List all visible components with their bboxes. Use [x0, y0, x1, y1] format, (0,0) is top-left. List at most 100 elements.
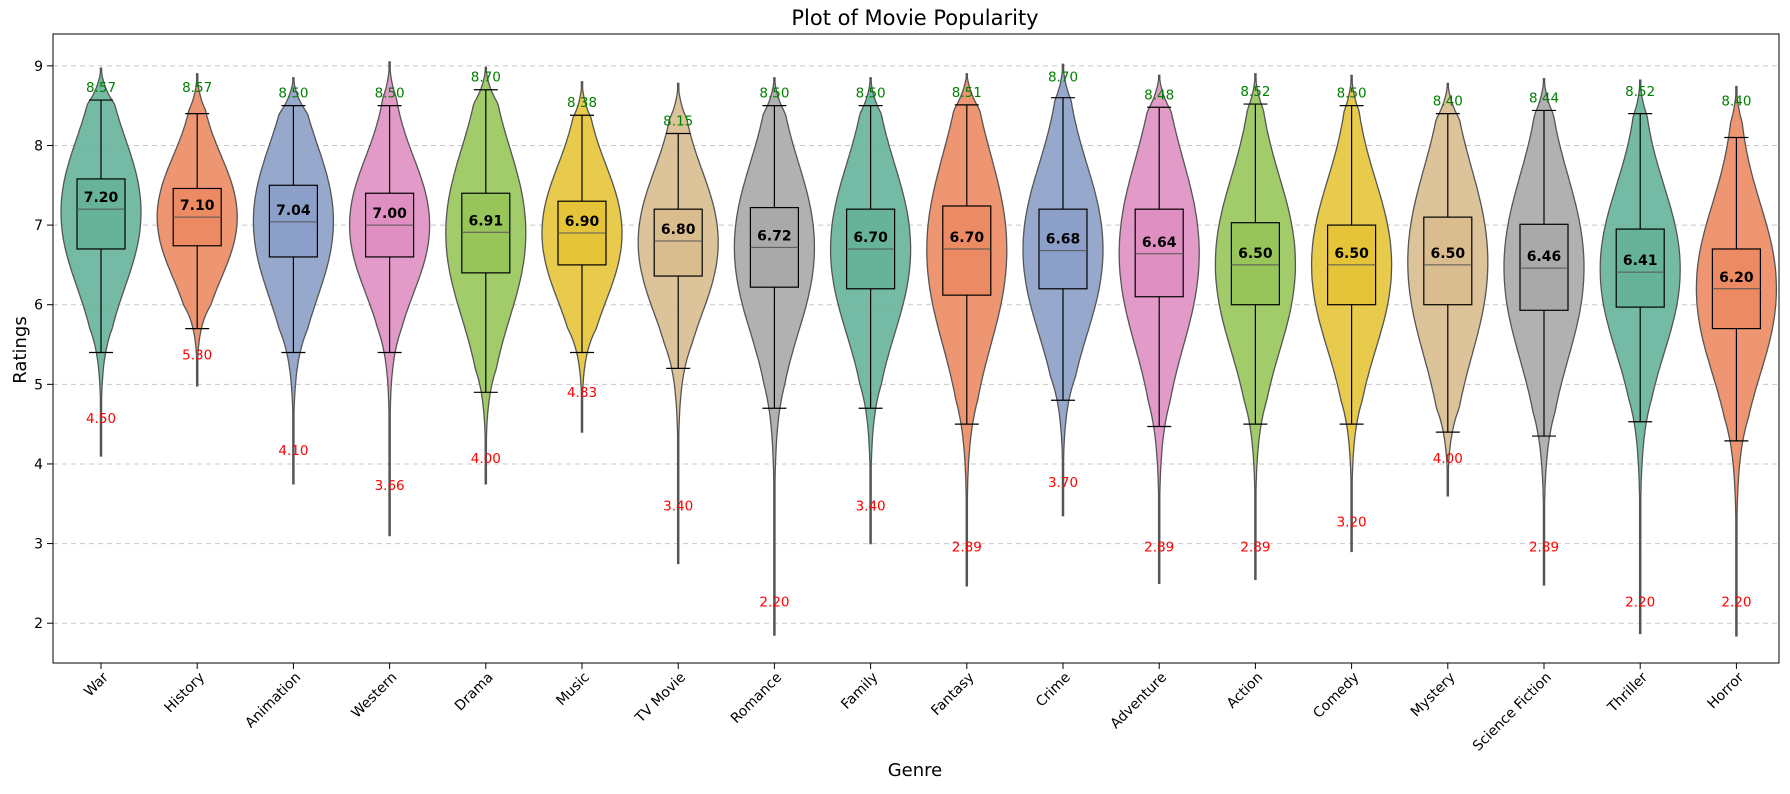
min-label: 2.89 [1144, 539, 1174, 555]
median-label: 7.04 [276, 203, 311, 219]
x-axis-label: Genre [888, 760, 943, 781]
min-label: 4.00 [471, 451, 501, 467]
min-label: 2.89 [1240, 539, 1270, 555]
x-tick-label: Mystery [1408, 670, 1459, 721]
min-label: 2.89 [1529, 539, 1559, 555]
x-tick-label: Thriller [1604, 669, 1651, 716]
min-label: 2.20 [1625, 594, 1655, 610]
max-label: 8.40 [1433, 94, 1463, 110]
box-drama [461, 192, 511, 274]
box-adventure [1134, 208, 1184, 298]
median-label: 6.50 [1431, 246, 1466, 262]
max-label: 8.57 [182, 80, 212, 96]
median-label: 7.20 [84, 190, 119, 206]
max-label: 8.57 [86, 80, 116, 96]
y-tick-label: 8 [34, 138, 43, 154]
x-tick-label: Fantasy [928, 670, 977, 719]
min-label: 3.66 [375, 478, 405, 494]
plot-frame [52, 33, 1780, 664]
max-label: 8.40 [1721, 94, 1751, 110]
min-label: 5.30 [182, 347, 212, 363]
max-label: 8.50 [856, 86, 886, 102]
x-tick-label: Romance [728, 670, 785, 727]
max-label: 8.52 [1240, 84, 1270, 100]
max-label: 8.50 [1337, 86, 1367, 102]
min-label: 3.40 [856, 499, 886, 515]
x-tick-label: Music [553, 670, 592, 709]
violins [60, 61, 1778, 637]
y-tick-label: 4 [34, 457, 43, 473]
median-label: 6.80 [661, 222, 696, 238]
x-tick-label: Comedy [1310, 670, 1362, 722]
median-label: 6.90 [565, 214, 600, 230]
box-mystery [1423, 216, 1473, 306]
y-tick-label: 3 [34, 537, 43, 553]
x-tick-label: Science Fiction [1470, 670, 1555, 755]
max-label: 8.38 [567, 95, 597, 111]
median-label: 6.70 [950, 230, 985, 246]
median-label: 6.68 [1046, 232, 1081, 248]
min-label: 2.20 [1721, 594, 1751, 610]
box-crime [1038, 208, 1088, 290]
box-fantasy [942, 205, 992, 296]
min-label: 4.83 [567, 385, 597, 401]
median-label: 6.46 [1527, 249, 1562, 265]
median-label: 6.91 [469, 213, 504, 229]
value-labels: 7.20 8.57 4.50 7.10 8.57 5.30 7.04 8.50 4.10 7.00… [84, 70, 1754, 611]
max-label: 8.50 [375, 86, 405, 102]
x-tick-label: TV Movie [632, 670, 689, 727]
x-tick-label: Family [838, 670, 881, 713]
y-tick-label: 9 [34, 59, 43, 75]
y-axis-label: Ratings [10, 316, 31, 383]
chart-title: Plot of Movie Popularity [791, 6, 1038, 30]
max-label: 8.51 [952, 85, 982, 101]
median-label: 6.70 [853, 230, 888, 246]
x-tick-label: Drama [452, 670, 497, 715]
y-tick-label: 6 [34, 298, 43, 314]
x-tick-label: Crime [1033, 670, 1074, 711]
max-label: 8.52 [1625, 84, 1655, 100]
x-tick-label: Western [349, 670, 401, 722]
median-label: 6.41 [1623, 253, 1658, 269]
min-label: 3.20 [1337, 515, 1367, 531]
min-label: 4.00 [1433, 451, 1463, 467]
box-animation [268, 184, 318, 258]
median-label: 7.00 [372, 206, 407, 222]
y-tick-label: 5 [34, 377, 43, 393]
x-tick-label: History [161, 670, 208, 717]
median-label: 6.50 [1238, 246, 1273, 262]
min-label: 2.20 [759, 594, 789, 610]
median-label: 7.10 [180, 198, 215, 214]
max-label: 8.50 [759, 86, 789, 102]
box-science-fiction [1519, 223, 1569, 311]
x-tick-label: Action [1224, 670, 1266, 712]
median-label: 6.20 [1719, 270, 1754, 286]
median-label: 6.72 [757, 228, 792, 244]
box-action [1230, 222, 1281, 306]
box-plots [76, 89, 1762, 442]
x-tick-label: Horror [1705, 669, 1748, 712]
min-label: 4.10 [278, 443, 308, 459]
x-tick-label: War [81, 669, 112, 700]
min-label: 3.70 [1048, 475, 1078, 491]
max-label: 8.48 [1144, 87, 1174, 103]
box-thriller [1615, 228, 1665, 308]
min-label: 3.40 [663, 499, 693, 515]
y-tick-label: 2 [34, 616, 43, 632]
box-war [76, 178, 126, 250]
max-label: 8.70 [471, 70, 501, 86]
x-tick-label: Adventure [1108, 670, 1171, 733]
median-label: 6.50 [1334, 246, 1369, 262]
y-tick-label: 7 [34, 218, 43, 234]
min-label: 2.89 [952, 539, 982, 555]
median-label: 6.64 [1142, 235, 1177, 251]
max-label: 8.70 [1048, 70, 1078, 86]
x-tick-label: Animation [242, 670, 304, 732]
max-label: 8.15 [663, 114, 693, 130]
box-tv-movie [653, 208, 703, 277]
max-label: 8.50 [278, 86, 308, 102]
max-label: 8.44 [1529, 90, 1559, 106]
min-label: 4.50 [86, 411, 116, 427]
